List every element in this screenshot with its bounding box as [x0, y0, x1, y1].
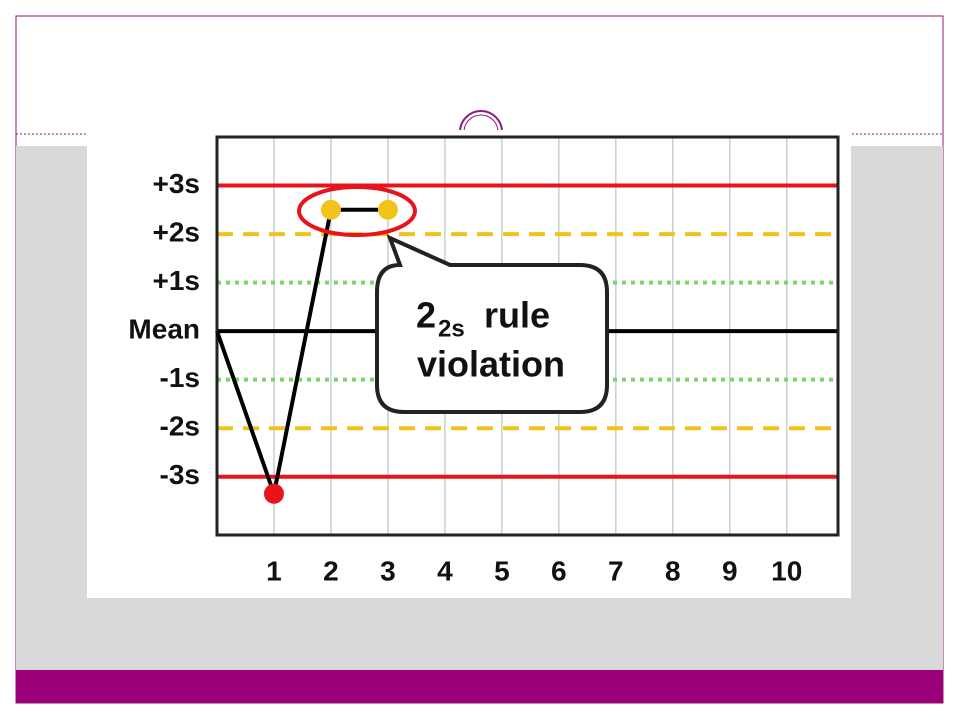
callout-text: violation: [417, 344, 565, 385]
decoration: [459, 110, 503, 133]
highlight-ellipse: [297, 185, 417, 237]
x-tick-label: 8: [665, 555, 681, 586]
x-tick-label: 5: [494, 555, 510, 586]
y-tick-label: +1s: [153, 265, 201, 296]
x-tick-label: 6: [551, 555, 567, 586]
x-tick-label: 7: [608, 555, 624, 586]
decoration: [463, 114, 499, 133]
x-tick-label: 1: [266, 555, 282, 586]
callout-subscript: 2s: [438, 315, 465, 342]
x-tick-label: 3: [380, 555, 396, 586]
x-tick-label: 9: [722, 555, 738, 586]
y-tick-label: +3s: [153, 168, 201, 199]
callout-text: rule: [484, 295, 550, 336]
data-point: [377, 199, 398, 220]
callout-bubble: [375, 234, 609, 414]
y-tick-label: -3s: [160, 459, 200, 490]
y-tick-label: -2s: [160, 411, 200, 442]
x-tick-label: 10: [771, 555, 802, 586]
x-tick-label: 4: [437, 555, 453, 586]
y-tick-label: +2s: [153, 216, 201, 247]
callout-text: 2: [416, 295, 436, 336]
y-tick-label: -1s: [160, 362, 200, 393]
y-tick-label: Mean: [128, 314, 200, 345]
footer-bar: [16, 670, 943, 703]
data-point: [263, 483, 284, 504]
data-point: [320, 199, 341, 220]
x-tick-label: 2: [323, 555, 339, 586]
data-line: [215, 207, 388, 502]
